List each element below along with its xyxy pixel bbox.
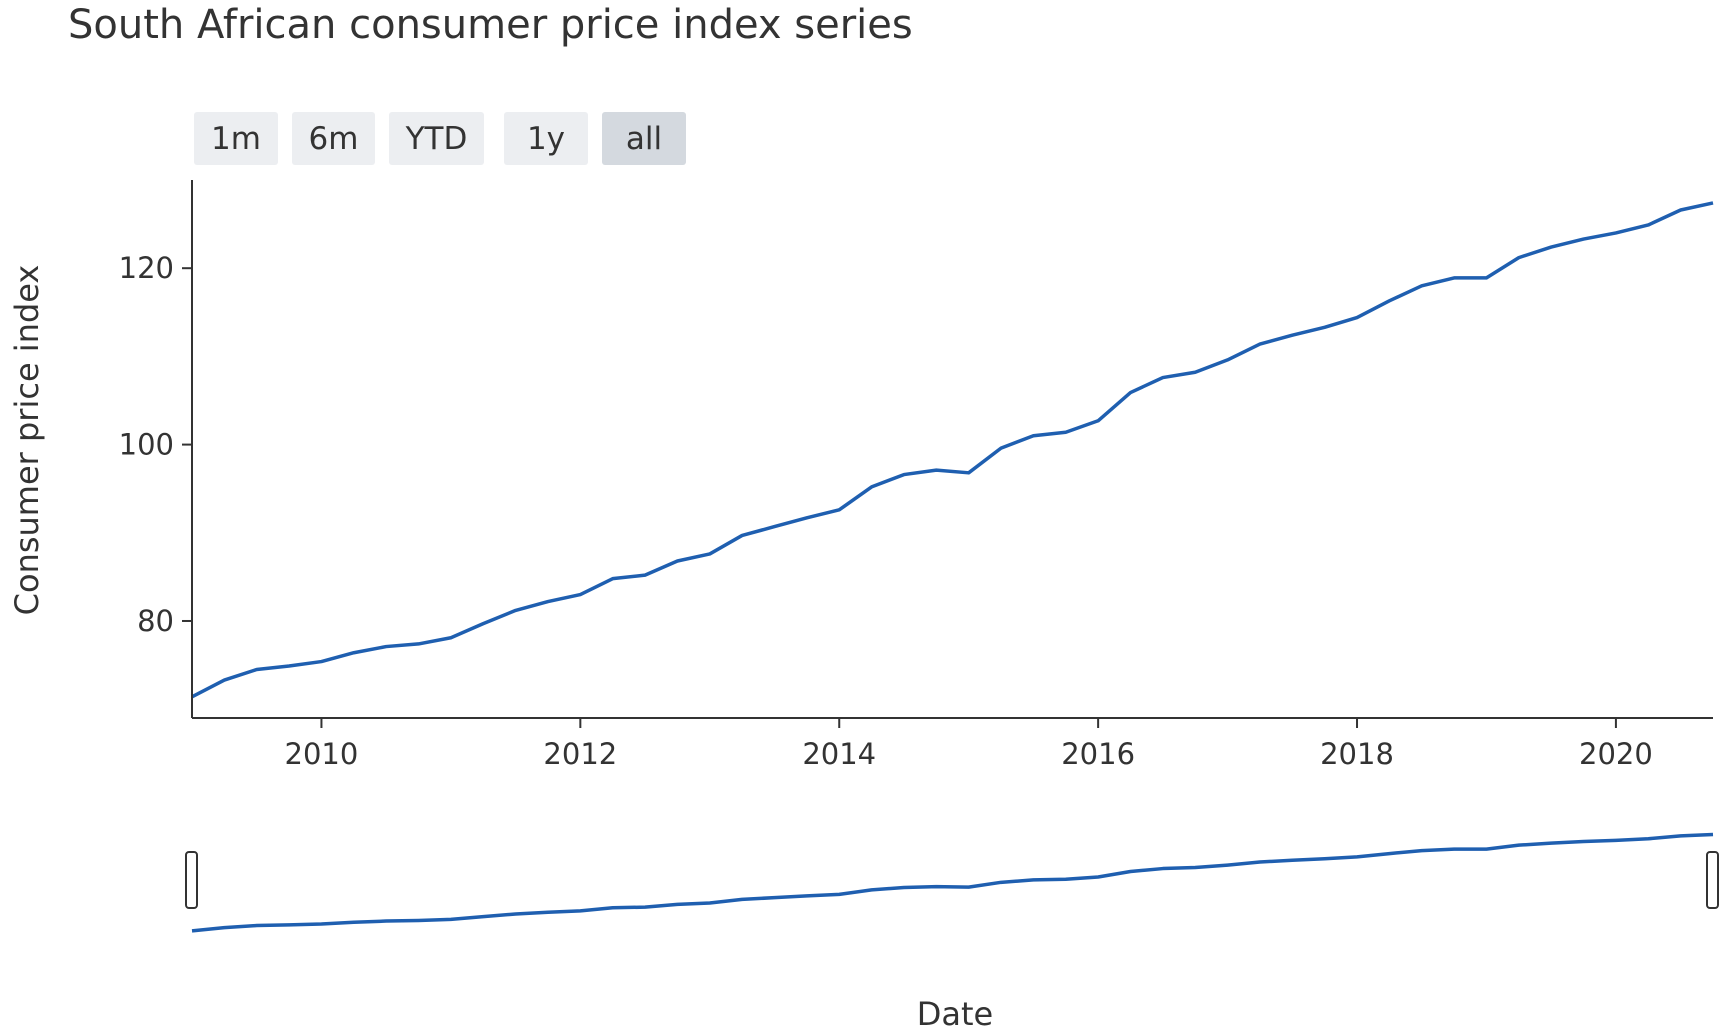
range-slider-series-line xyxy=(191,832,1714,933)
range-button-1m[interactable]: 1m xyxy=(194,112,278,165)
y-tick-label: 80 xyxy=(137,604,174,638)
x-tick-label: 2012 xyxy=(543,737,617,771)
x-tick-label: 2016 xyxy=(1061,737,1135,771)
range-slider-left-handle[interactable] xyxy=(185,851,198,909)
axes: 80 100 120 2010 2012 2014 2016 2018 2020 xyxy=(119,180,1713,771)
y-tick-label: 100 xyxy=(119,428,174,462)
main-plot-area xyxy=(191,201,1714,699)
x-axis-label: Date xyxy=(917,995,993,1030)
y-tick-label: 120 xyxy=(119,251,174,285)
range-button-1y[interactable]: 1y xyxy=(504,112,588,165)
x-tick-label: 2014 xyxy=(802,737,876,771)
cpi-series-line xyxy=(191,201,1714,699)
range-slider-right-handle[interactable] xyxy=(1706,851,1719,909)
chart-title: South African consumer price index serie… xyxy=(68,2,913,48)
x-tick-label: 2020 xyxy=(1579,737,1653,771)
range-slider[interactable] xyxy=(185,832,1719,933)
x-tick-label: 2010 xyxy=(285,737,359,771)
range-button-ytd[interactable]: YTD xyxy=(389,112,484,165)
range-button-all[interactable]: all xyxy=(602,112,686,165)
range-button-6m[interactable]: 6m xyxy=(292,112,375,165)
x-tick-label: 2018 xyxy=(1320,737,1394,771)
y-axis-label: Consumer price index xyxy=(8,265,46,616)
